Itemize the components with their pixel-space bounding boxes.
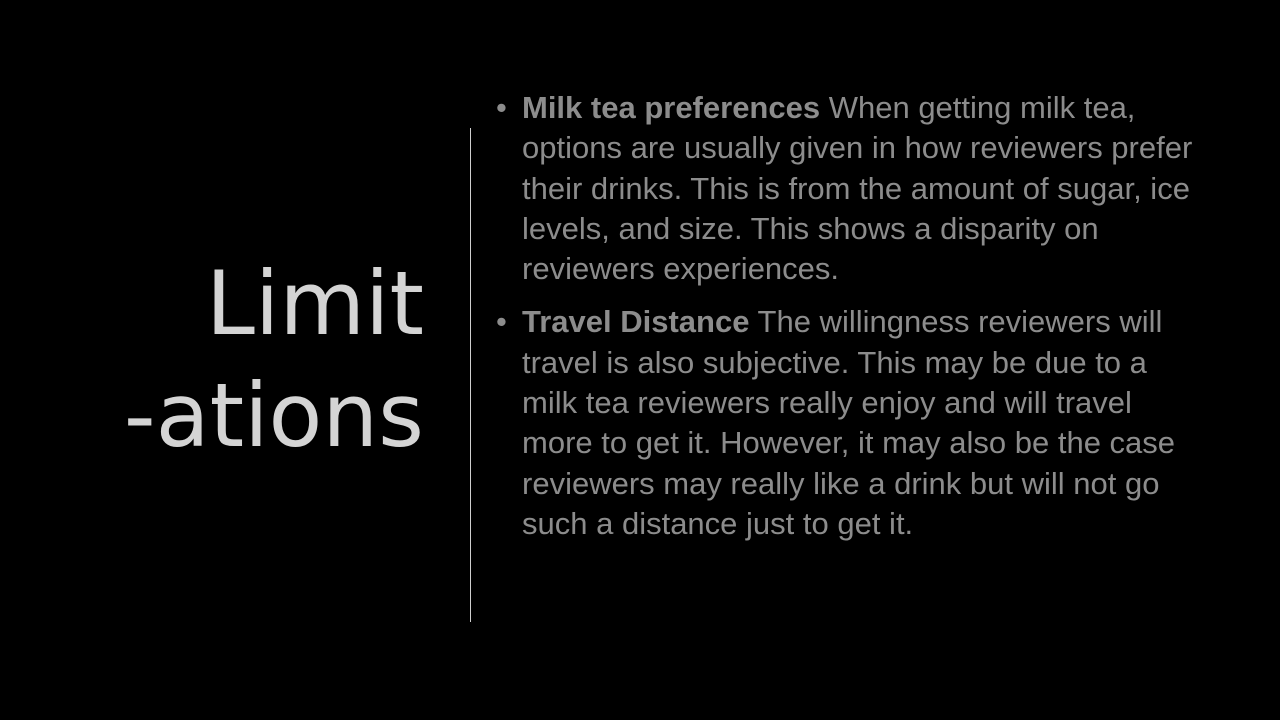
bullet-item-travel-distance: • Travel Distance The willingness review… bbox=[496, 302, 1206, 544]
vertical-divider bbox=[470, 128, 471, 622]
bullet-item-milk-tea-preferences: • Milk tea preferences When getting milk… bbox=[496, 88, 1206, 289]
bullet-heading: Travel Distance bbox=[522, 304, 750, 340]
bullet-list: • Milk tea preferences When getting milk… bbox=[496, 88, 1206, 557]
bullet-text: When getting milk tea, options are usual… bbox=[522, 90, 1193, 287]
slide-title-line-2: -ations bbox=[123, 364, 424, 467]
slide-title: Limit -ations bbox=[40, 248, 424, 472]
bullet-heading: Milk tea preferences bbox=[522, 90, 821, 125]
bullet-dot-icon: • bbox=[496, 304, 507, 340]
bullet-text: The willingness reviewers will travel is… bbox=[522, 304, 1176, 541]
bullet-dot-icon: • bbox=[496, 90, 507, 125]
slide-title-line-1: Limit bbox=[205, 252, 424, 355]
